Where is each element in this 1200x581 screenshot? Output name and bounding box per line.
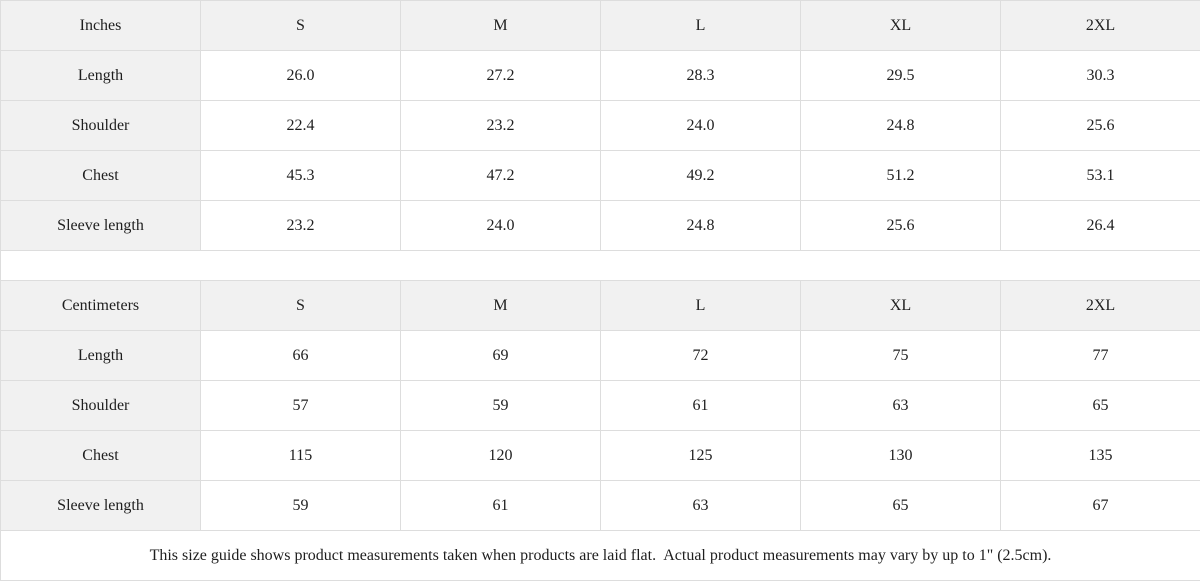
- measurement-value: 59: [201, 481, 401, 531]
- measurement-value: 24.8: [601, 201, 801, 251]
- size-column-header: M: [401, 281, 601, 331]
- measurement-label: Shoulder: [1, 381, 201, 431]
- measurement-value: 115: [201, 431, 401, 481]
- measurement-value: 25.6: [1001, 101, 1200, 151]
- measurement-value: 72: [601, 331, 801, 381]
- measurement-value: 22.4: [201, 101, 401, 151]
- measurement-value: 125: [601, 431, 801, 481]
- table-spacer-cell: [1, 251, 1200, 281]
- footer-row: This size guide shows product measuremen…: [1, 531, 1200, 581]
- size-column-header: L: [601, 281, 801, 331]
- measurement-value: 130: [801, 431, 1001, 481]
- size-column-header: 2XL: [1001, 281, 1200, 331]
- measurement-value: 24.8: [801, 101, 1001, 151]
- measurement-value: 65: [1001, 381, 1200, 431]
- measurement-value: 23.2: [201, 201, 401, 251]
- size-column-header: 2XL: [1001, 1, 1200, 51]
- measurement-value: 51.2: [801, 151, 1001, 201]
- measurement-value: 49.2: [601, 151, 801, 201]
- size-column-header: XL: [801, 281, 1001, 331]
- unit-header: Inches: [1, 1, 201, 51]
- size-column-header: L: [601, 1, 801, 51]
- measurement-value: 30.3: [1001, 51, 1200, 101]
- measurement-value: 61: [601, 381, 801, 431]
- measurement-value: 66: [201, 331, 401, 381]
- measurement-value: 27.2: [401, 51, 601, 101]
- measurement-label: Length: [1, 331, 201, 381]
- measurement-value: 135: [1001, 431, 1200, 481]
- measurement-value: 26.0: [201, 51, 401, 101]
- measurement-value: 23.2: [401, 101, 601, 151]
- size-guide-note: This size guide shows product measuremen…: [1, 531, 1200, 581]
- size-column-header: S: [201, 281, 401, 331]
- measurement-value: 47.2: [401, 151, 601, 201]
- measurement-value: 63: [801, 381, 1001, 431]
- measurement-value: 25.6: [801, 201, 1001, 251]
- measurement-value: 67: [1001, 481, 1200, 531]
- measurement-value: 24.0: [401, 201, 601, 251]
- size-column-header: S: [201, 1, 401, 51]
- measurement-value: 57: [201, 381, 401, 431]
- measurement-value: 29.5: [801, 51, 1001, 101]
- measurement-label: Chest: [1, 151, 201, 201]
- measurement-value: 24.0: [601, 101, 801, 151]
- measurement-value: 120: [401, 431, 601, 481]
- table-spacer-row: [1, 251, 1200, 281]
- measurement-value: 26.4: [1001, 201, 1200, 251]
- unit-header: Centimeters: [1, 281, 201, 331]
- measurement-value: 63: [601, 481, 801, 531]
- measurement-value: 65: [801, 481, 1001, 531]
- measurement-value: 53.1: [1001, 151, 1200, 201]
- measurement-value: 59: [401, 381, 601, 431]
- measurement-value: 69: [401, 331, 601, 381]
- measurement-value: 75: [801, 331, 1001, 381]
- measurement-label: Length: [1, 51, 201, 101]
- measurement-label: Sleeve length: [1, 481, 201, 531]
- size-column-header: M: [401, 1, 601, 51]
- measurement-value: 77: [1001, 331, 1200, 381]
- size-column-header: XL: [801, 1, 1001, 51]
- measurement-label: Sleeve length: [1, 201, 201, 251]
- measurement-value: 61: [401, 481, 601, 531]
- measurement-value: 45.3: [201, 151, 401, 201]
- measurement-label: Chest: [1, 431, 201, 481]
- measurement-label: Shoulder: [1, 101, 201, 151]
- measurement-value: 28.3: [601, 51, 801, 101]
